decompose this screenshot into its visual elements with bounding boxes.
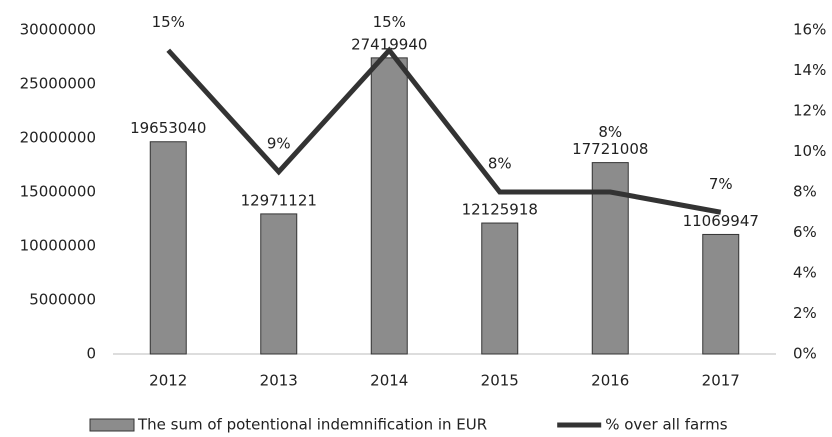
y2-tick-label: 12% [793, 102, 826, 120]
line-value-label: 15% [373, 13, 406, 31]
legend-swatch [89, 418, 135, 432]
bar-value-label: 12125918 [462, 201, 538, 219]
line-value-label: 7% [709, 175, 733, 193]
bar-value-label: 11069947 [683, 212, 759, 230]
line-value-label: 8% [488, 155, 512, 173]
y2-tick-label: 2% [793, 304, 817, 322]
y-tick-label: 0 [86, 345, 96, 363]
y2-tick-label: 6% [793, 223, 817, 241]
bar [702, 233, 740, 355]
line-value-label: 8% [598, 123, 622, 141]
bar-value-label: 12971121 [241, 191, 317, 209]
line [166, 46, 722, 215]
bar-value-label: 19653040 [130, 119, 206, 137]
x-tick-label: 2016 [591, 372, 629, 390]
y-tick-label: 30000000 [20, 21, 96, 39]
bar [149, 141, 187, 355]
y-tick-label: 20000000 [20, 129, 96, 147]
x-tick-label: 2013 [260, 372, 298, 390]
y2-tick-label: 16% [793, 21, 826, 39]
bar-value-label: 17721008 [572, 140, 648, 158]
bar [260, 213, 298, 355]
bar-value-label: 27419940 [351, 35, 427, 53]
line-value-label: 15% [152, 13, 185, 31]
x-tick-label: 2017 [702, 372, 740, 390]
y2-tick-label: 0% [793, 345, 817, 363]
y-tick-label: 15000000 [20, 183, 96, 201]
y-tick-label: 10000000 [20, 237, 96, 255]
legend-label: The sum of potentional indemnification i… [137, 416, 487, 434]
line-value-label: 9% [267, 134, 291, 152]
y-tick-label: 25000000 [20, 75, 96, 93]
y-tick-label: 5000000 [29, 291, 96, 309]
y2-tick-label: 4% [793, 264, 817, 282]
y2-tick-label: 14% [793, 61, 826, 79]
y2-tick-label: 10% [793, 142, 826, 160]
bar [370, 57, 408, 355]
x-tick-label: 2014 [370, 372, 408, 390]
x-tick-label: 2012 [149, 372, 187, 390]
y2-tick-label: 8% [793, 183, 817, 201]
bar [481, 222, 519, 355]
x-tick-label: 2015 [481, 372, 519, 390]
legend-label: % over all farms [605, 416, 728, 434]
